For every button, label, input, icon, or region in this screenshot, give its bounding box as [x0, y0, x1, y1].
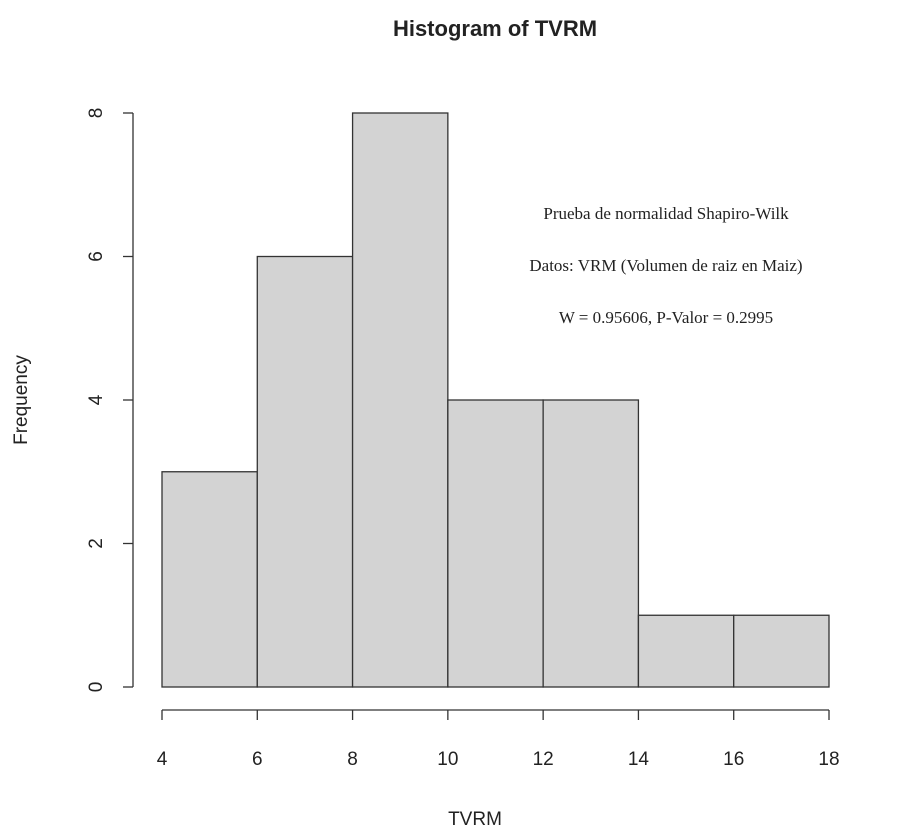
bar	[637, 614, 735, 688]
y-tick-label: 8	[86, 108, 107, 119]
bar	[542, 399, 640, 688]
x-tick-label: 10	[437, 749, 458, 770]
x-tick-label: 12	[533, 749, 554, 770]
annotation: W = 0.95606, P-Valor = 0.2995	[559, 308, 773, 327]
y-axis-label: Frequency	[11, 355, 32, 445]
x-tick-label: 4	[157, 749, 168, 770]
bar	[351, 112, 449, 688]
x-tick-label: 18	[818, 749, 839, 770]
y-tick-label: 4	[86, 394, 107, 405]
y-tick-label: 0	[86, 682, 107, 693]
y-tick-label: 6	[86, 251, 107, 262]
x-tick-label: 6	[252, 749, 263, 770]
chart-title: Histogram of TVRM	[393, 16, 597, 41]
y-tick-label: 2	[86, 538, 107, 549]
x-axis-label: TVRM	[448, 809, 502, 830]
bar	[161, 471, 258, 688]
annotation: Datos: VRM (Volumen de raiz en Maiz)	[529, 256, 802, 275]
x-tick-label: 16	[723, 749, 744, 770]
annotation: Prueba de normalidad Shapiro-Wilk	[543, 204, 789, 223]
x-tick-label: 14	[628, 749, 650, 770]
bar	[447, 399, 544, 688]
bar	[733, 614, 830, 688]
bar	[256, 255, 354, 688]
x-tick-label: 8	[347, 749, 358, 770]
